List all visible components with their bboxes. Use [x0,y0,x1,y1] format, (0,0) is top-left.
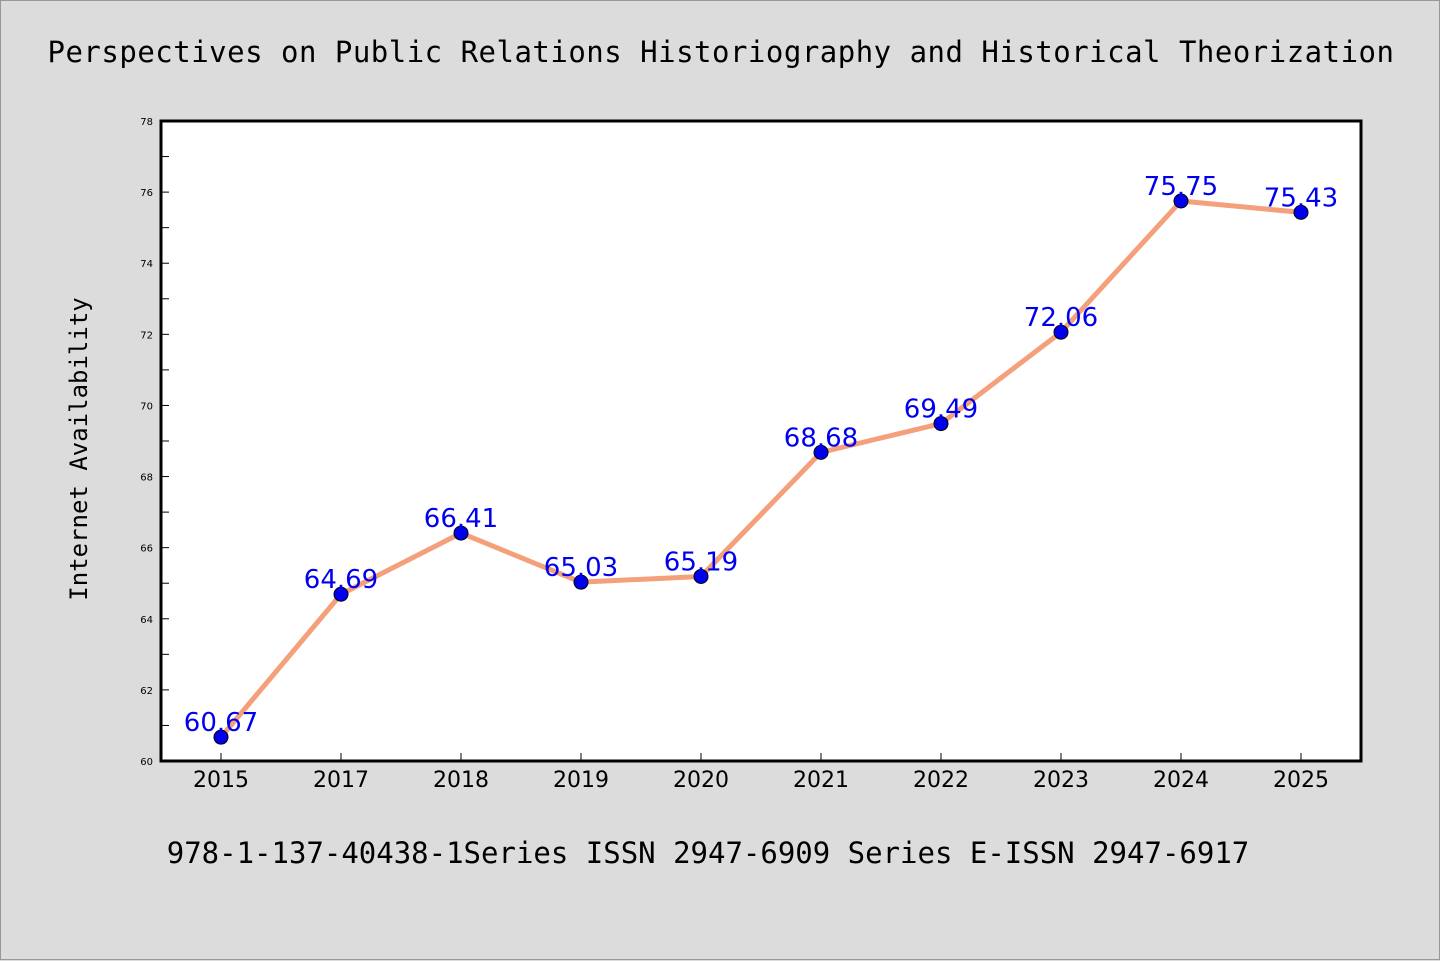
series-layer: 60.67 64.69 66.41 65.03 65.19 68.68 69.49 72.06… [184,172,1338,745]
y-tick-label: 72 [140,330,153,341]
data-label: 64.69 [304,565,378,595]
data-point [573,574,589,590]
y-tick-label: 78 [140,117,153,128]
data-label: 75.75 [1144,172,1218,202]
x-tick-label: 2022 [913,768,969,793]
data-point [933,416,949,432]
data-point [1053,324,1069,340]
x-tick-label: 2018 [433,768,489,793]
y-tick-label: 66 [140,544,153,555]
series-line [219,198,1302,739]
x-tick-label: 2021 [793,768,849,793]
data-label: 66.41 [424,504,498,534]
data-label: 65.03 [544,553,618,583]
data-label: 69.49 [904,395,978,425]
y-tick-label: 68 [140,473,153,484]
chart-title: Perspectives on Public Relations Histori… [47,35,1395,69]
data-label: 68.68 [784,423,858,453]
y-tick-label: 62 [140,686,153,697]
x-tick-label: 2024 [1153,768,1209,793]
data-label: 65.19 [664,547,738,577]
data-point [213,729,229,745]
x-tick-label: 2025 [1273,768,1329,793]
y-axis-label: Internet Availability [65,297,93,600]
y-tick-label: 76 [140,188,153,199]
data-point [333,586,349,602]
x-tick-label: 2015 [193,768,249,793]
data-point [693,568,709,584]
data-label: 60.67 [184,708,258,738]
x-tick-label: 2019 [553,768,609,793]
data-point [1173,193,1189,209]
data-label: 72.06 [1024,303,1098,333]
data-label: 75.43 [1264,183,1338,213]
y-axis: 60 62 64 66 68 70 72 74 76 78 [140,117,169,768]
y-tick-label: 74 [140,259,153,270]
x-tick-label: 2023 [1033,768,1089,793]
x-tick-label: 2017 [313,768,369,793]
x-tick-label: 2020 [673,768,729,793]
y-tick-label: 60 [140,757,153,768]
data-point [453,525,469,541]
y-tick-label: 64 [140,615,153,626]
y-tick-label: 70 [140,401,153,412]
x-axis: 2015 2017 2018 2019 2020 2021 2022 2023 2024 2025 [193,753,1329,793]
plot-area [159,119,1363,763]
footer-text: 978-1-137-40438-1Series ISSN 2947-6909 S… [166,836,1250,870]
data-point [813,444,829,460]
data-point [1293,204,1309,220]
